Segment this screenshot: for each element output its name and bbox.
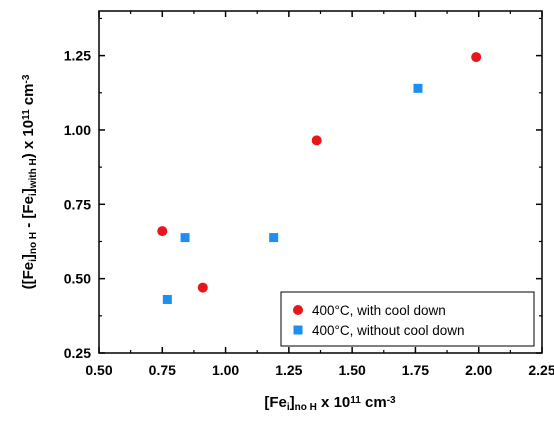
axis-title-part: i	[287, 402, 290, 413]
x-axis: 0.50 0.75 1.00 1.25 1.50 1.75 2.00 2.25	[85, 11, 554, 378]
x-tick-label: 2.25	[528, 362, 554, 378]
axis-title-part: ([Fe	[20, 262, 37, 290]
x-tick-label: 0.75	[149, 362, 176, 378]
y-tick-label: 0.50	[64, 271, 91, 287]
data-points	[157, 52, 482, 304]
y-tick-label: 0.25	[64, 345, 91, 361]
axis-title-part: 11	[350, 395, 361, 406]
legend-label: 400°C, without cool down	[312, 323, 465, 338]
x-axis-title: [Fei]no H x 1011 cm-3	[264, 394, 396, 413]
axis-title-part: no H	[295, 402, 317, 413]
axis-title-part: ]	[20, 254, 37, 259]
legend: 400°C, with cool down 400°C, without cool…	[280, 291, 535, 347]
x-tick-label: 0.50	[85, 362, 112, 378]
data-point-circle	[157, 226, 168, 237]
axis-title-part: x 10	[317, 394, 350, 411]
y-axis-title: ([Fei]no H - [Fei]with H) x 1011 cm-3	[20, 74, 39, 289]
legend-box	[280, 291, 535, 347]
legend-marker-circle	[293, 305, 303, 315]
axis-title-part: ) x 10	[20, 120, 37, 158]
axis-title-part: ]	[290, 394, 295, 411]
data-point-circle	[311, 135, 322, 146]
x-tick-label: 1.25	[275, 362, 302, 378]
x-tick-label: 2.00	[465, 362, 492, 378]
data-point-square	[162, 294, 172, 304]
data-point-square	[413, 83, 423, 93]
y-tick-label: 1.00	[64, 122, 91, 138]
axis-title-part: cm	[20, 83, 37, 109]
y-tick-label: 1.25	[64, 48, 91, 64]
axis-title-part: -3	[21, 74, 32, 83]
legend-marker-square	[293, 325, 303, 335]
data-point-square	[180, 233, 190, 243]
axis-title-part: with H	[28, 158, 39, 189]
legend-label: 400°C, with cool down	[312, 303, 446, 318]
x-tick-label: 1.00	[212, 362, 239, 378]
axis-title-part: ]	[20, 188, 37, 193]
axis-title-part: [Fe	[264, 394, 287, 411]
data-point-circle	[197, 282, 208, 293]
y-axis: 0.25 0.50 0.75 1.00 1.25	[64, 17, 542, 361]
axis-title-part: i	[28, 193, 39, 196]
axis-title-part: - [Fe	[20, 196, 37, 232]
x-tick-label: 1.50	[339, 362, 366, 378]
x-tick-label: 1.75	[402, 362, 429, 378]
axis-title-part: cm	[361, 394, 387, 411]
data-point-square	[269, 233, 279, 243]
y-tick-label: 0.75	[64, 196, 91, 212]
axis-title-part: no H	[28, 232, 39, 254]
data-point-circle	[471, 52, 482, 63]
axis-title-part: i	[28, 259, 39, 262]
axis-title-part: -3	[387, 395, 396, 406]
axis-title-part: 11	[21, 109, 32, 120]
